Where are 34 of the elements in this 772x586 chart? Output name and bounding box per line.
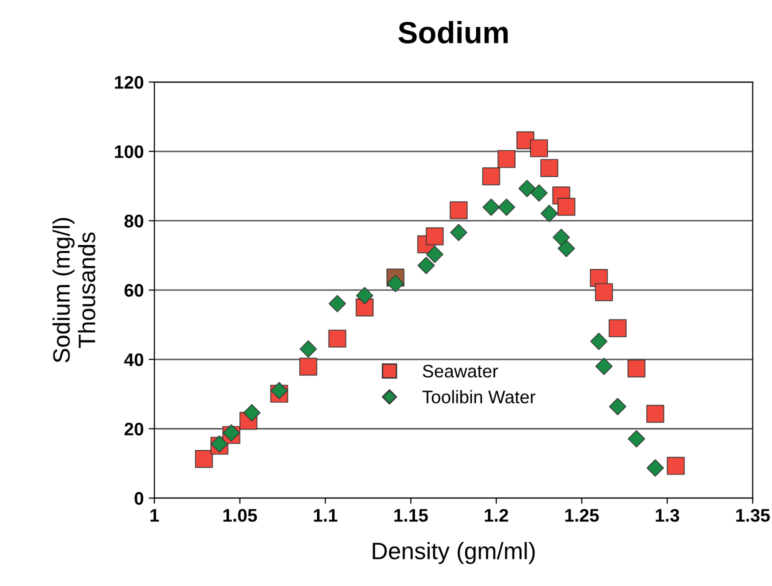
y-tick-label: 40 (124, 353, 144, 366)
legend-label: Toolibin Water (422, 390, 536, 404)
y-tick-label: 60 (124, 284, 144, 297)
point (595, 283, 613, 302)
point (299, 358, 318, 376)
point (450, 201, 468, 220)
point (540, 159, 558, 177)
x-tick-label: 1.2 (484, 508, 508, 522)
x-tick-label: 1.3 (656, 508, 680, 522)
point (557, 198, 576, 216)
point (628, 360, 646, 378)
point (328, 330, 346, 348)
point (498, 150, 516, 168)
point (608, 319, 627, 338)
x-tick-label: 1.1 (314, 509, 338, 522)
x-tick-label: 1.15 (394, 509, 428, 522)
point (426, 227, 444, 246)
point (530, 139, 548, 158)
y-tick-label: 120 (115, 76, 144, 89)
legend-label: Seawater (422, 364, 498, 378)
y-tick-label: 20 (124, 422, 144, 436)
y-tick-label: 100 (115, 145, 144, 158)
point (646, 404, 664, 423)
x-tick-label: 1.05 (223, 508, 257, 522)
x-tick-label: 1 (150, 509, 159, 522)
x-tick-label: 1.25 (565, 508, 599, 522)
x-axis-title: Density (gm/ml) (372, 542, 535, 564)
y-tick-label: 80 (124, 214, 144, 228)
point (482, 167, 500, 186)
y-axis-title: Sodium (mg/l) Thousands (52, 218, 96, 362)
chart-title: Sodium (398, 21, 508, 44)
point (666, 456, 685, 475)
x-tick-label: 1.35 (736, 508, 770, 522)
y-tick-label: 0 (134, 492, 144, 505)
